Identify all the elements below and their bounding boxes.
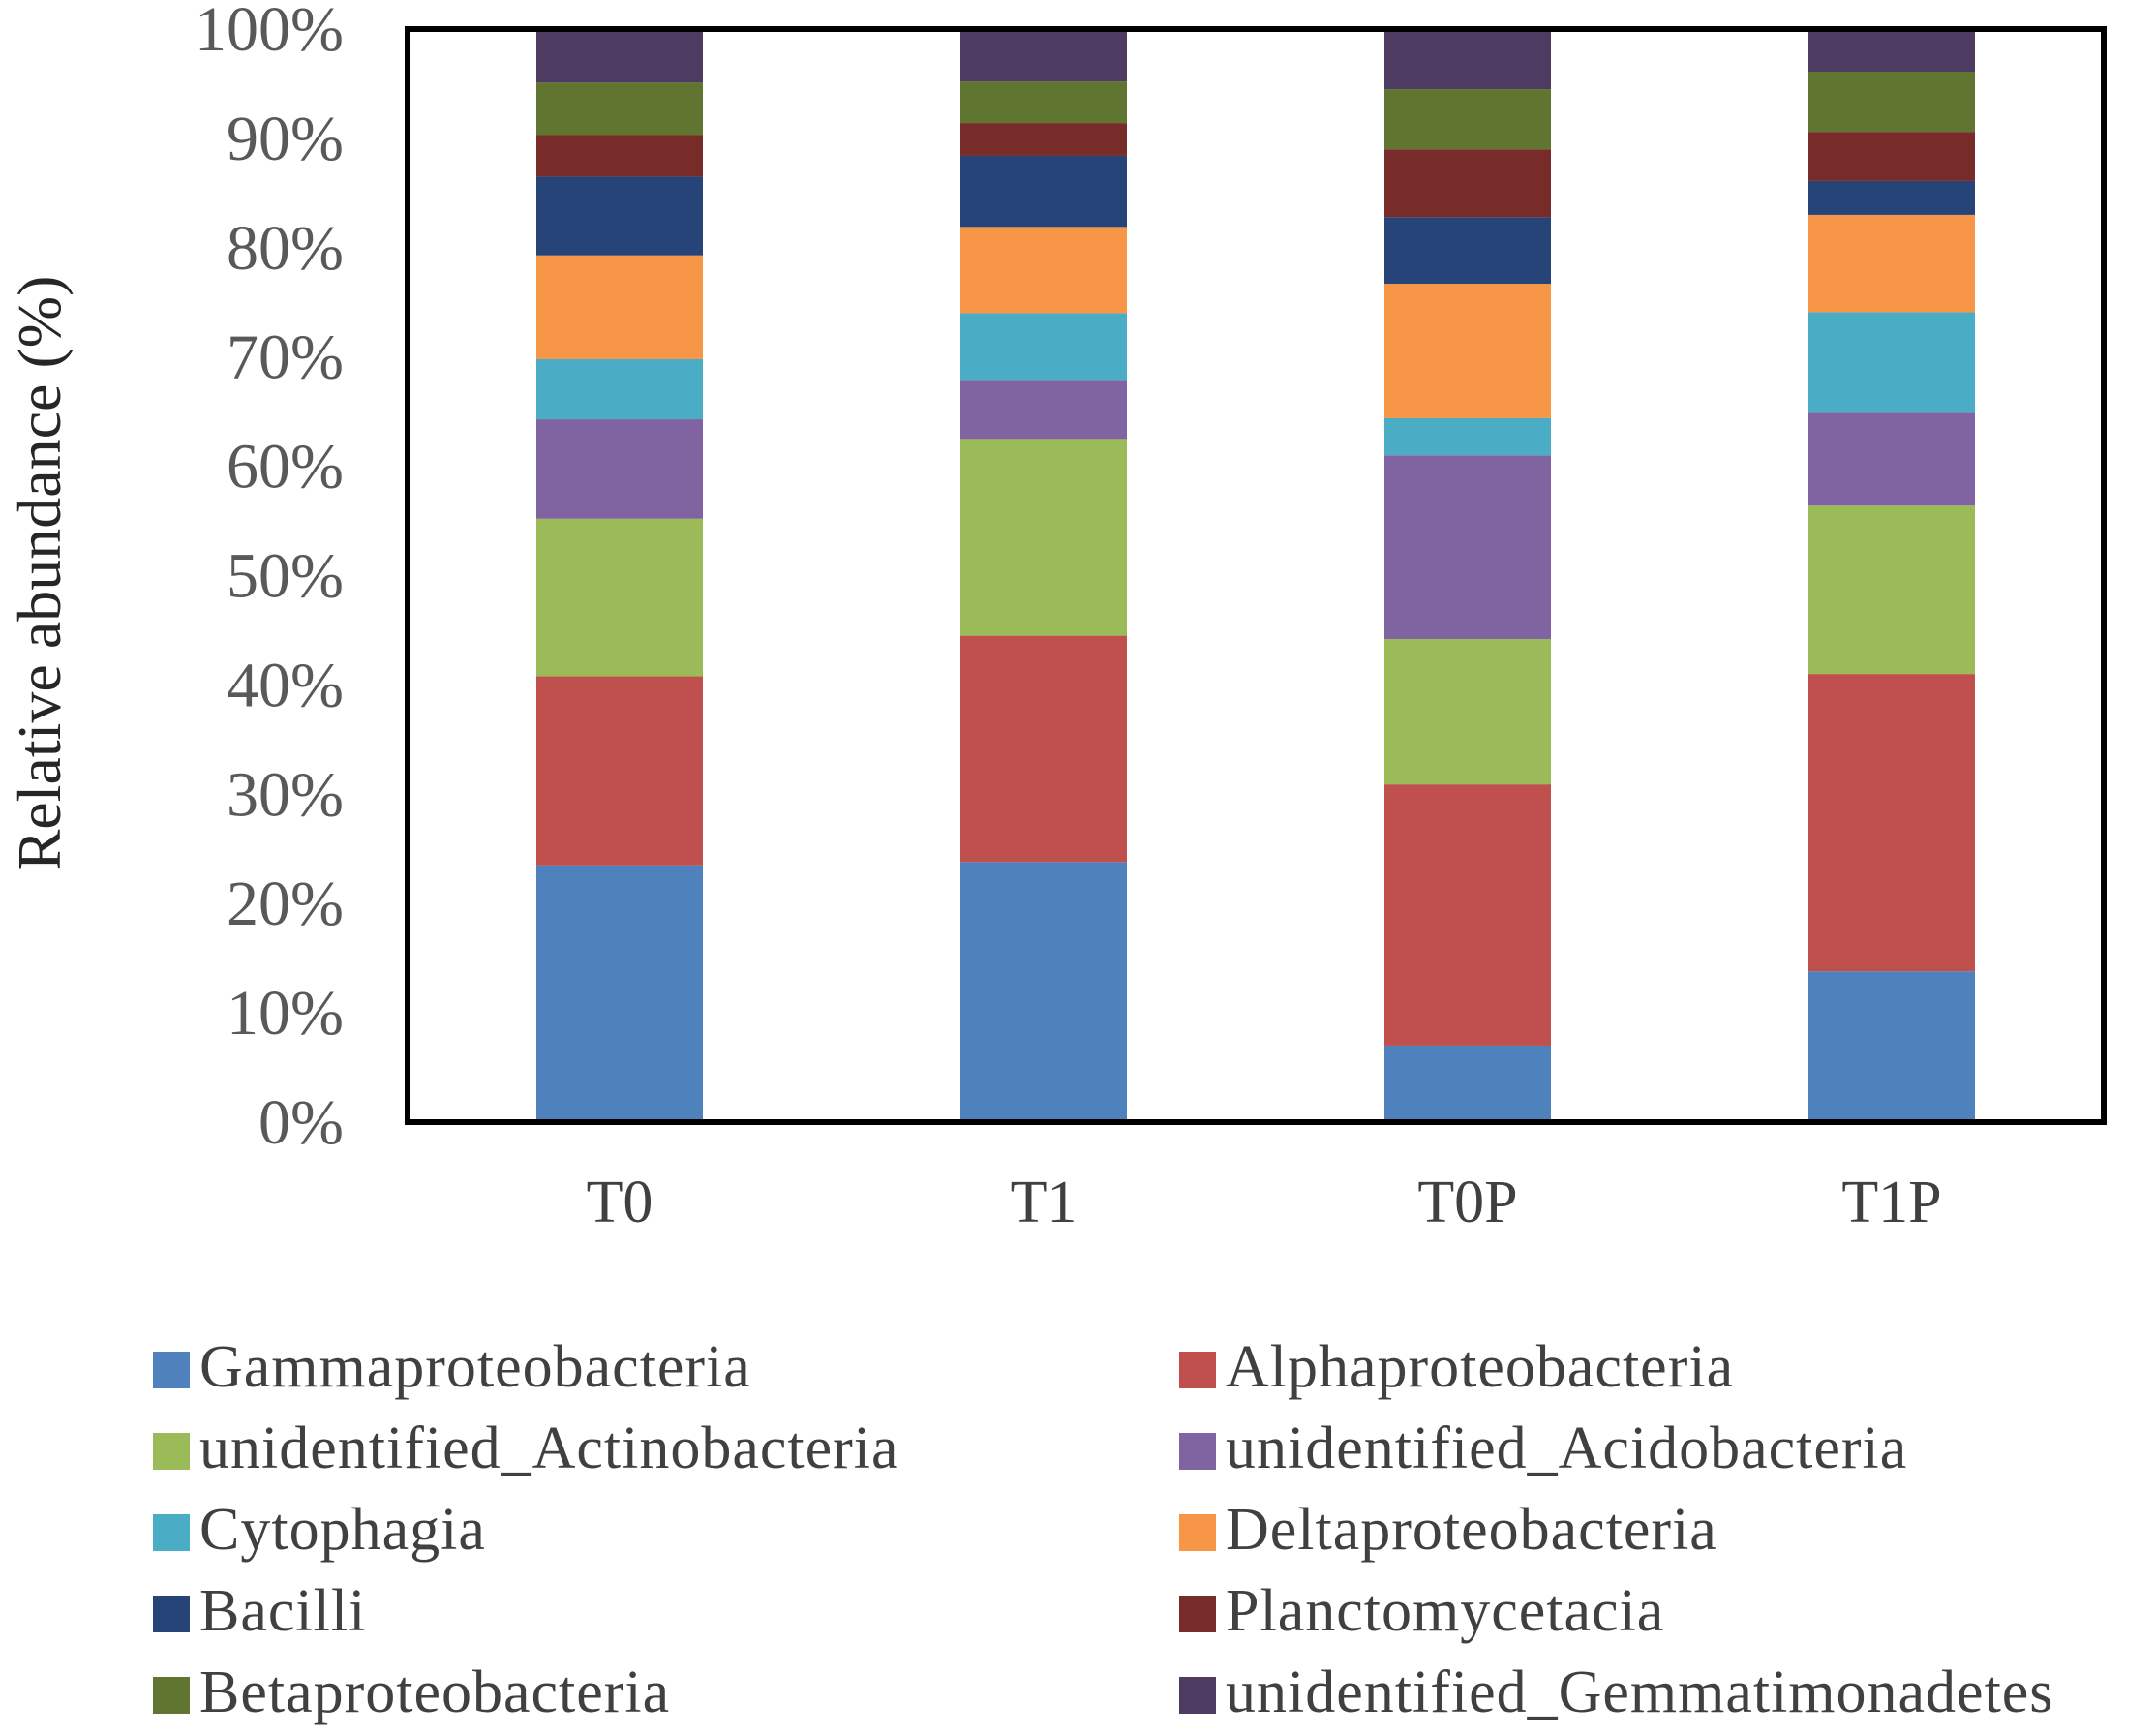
y-tick-label: 60% bbox=[227, 432, 344, 503]
y-tick-label: 40% bbox=[227, 650, 344, 720]
bar-segment-t0-planctomycetacia bbox=[536, 135, 703, 177]
bar-segment-t0-unidentified-actinobacteria bbox=[536, 518, 703, 677]
bar-segment-t0-betaproteobacteria bbox=[536, 82, 703, 136]
bar-segment-t1-planctomycetacia bbox=[960, 123, 1127, 156]
legend-item: Deltaproteobacteria bbox=[1179, 1497, 1717, 1563]
legend-item: unidentified_Gemmatimonadetes bbox=[1179, 1660, 2053, 1725]
y-tick-label: 70% bbox=[227, 322, 344, 393]
legend-item: Cytophagia bbox=[153, 1497, 486, 1563]
bar-segment-t1-bacilli bbox=[960, 155, 1127, 228]
bar-segment-t1p-alphaproteobacteria bbox=[1808, 674, 1975, 972]
bar-segment-t1-unidentified-actinobacteria bbox=[960, 439, 1127, 636]
legend-item: unidentified_Acidobacteria bbox=[1179, 1416, 1907, 1481]
x-axis-categories: T0 T1 T0P T1P bbox=[587, 1170, 1942, 1235]
legend-item: Planctomycetacia bbox=[1179, 1578, 1664, 1644]
bar-segment-t1-betaproteobacteria bbox=[960, 81, 1127, 124]
x-category-label-t1: T1 bbox=[1011, 1170, 1078, 1235]
legend-label: unidentified_Acidobacteria bbox=[1226, 1416, 1907, 1481]
bar-segment-t0p-unidentified-acidobacteria bbox=[1384, 455, 1551, 639]
y-tick-label: 30% bbox=[227, 759, 344, 830]
bar-segment-t1p-planctomycetacia bbox=[1808, 132, 1975, 181]
legend-swatch bbox=[153, 1514, 190, 1551]
legend-swatch bbox=[1179, 1433, 1216, 1470]
legend-item: Alphaproteobacteria bbox=[1179, 1334, 1734, 1400]
legend-label: Cytophagia bbox=[199, 1497, 486, 1563]
legend-swatch bbox=[153, 1677, 190, 1714]
bar-segment-t0-bacilli bbox=[536, 176, 703, 256]
bar-segment-t1p-gammaproteobacteria bbox=[1808, 971, 1975, 1122]
bar-segment-t0-gammaproteobacteria bbox=[536, 865, 703, 1122]
y-tick-label: 10% bbox=[227, 978, 344, 1049]
bar-segment-t0-cytophagia bbox=[536, 358, 703, 420]
bar-segment-t1p-bacilli bbox=[1808, 180, 1975, 215]
legend-label: Gammaproteobacteria bbox=[199, 1334, 751, 1400]
bar-segment-t0p-bacilli bbox=[1384, 217, 1551, 285]
bar-segment-t0p-planctomycetacia bbox=[1384, 149, 1551, 218]
bar-segment-t0-unidentified-acidobacteria bbox=[536, 419, 703, 519]
x-category-label-t0: T0 bbox=[587, 1170, 653, 1235]
legend-swatch bbox=[153, 1433, 190, 1470]
legend-label: unidentified_Gemmatimonadetes bbox=[1226, 1660, 2053, 1725]
bar-segment-t0p-unidentified-gemmatimonadetes bbox=[1384, 29, 1551, 90]
legend-swatch bbox=[1179, 1677, 1216, 1714]
legend-swatch bbox=[153, 1596, 190, 1632]
legend-swatch bbox=[153, 1352, 190, 1388]
plot-area-frame bbox=[405, 26, 2107, 1125]
bar-segment-t0-unidentified-gemmatimonadetes bbox=[536, 29, 703, 83]
y-tick-label: 50% bbox=[227, 541, 344, 612]
y-tick-label: 100% bbox=[195, 0, 344, 65]
bar-segment-t0p-gammaproteobacteria bbox=[1384, 1045, 1551, 1122]
bar-segment-t1-alphaproteobacteria bbox=[960, 635, 1127, 863]
legend-item: Betaproteobacteria bbox=[153, 1660, 670, 1725]
y-tick-label: 20% bbox=[227, 868, 344, 939]
legend-label: unidentified_Actinobacteria bbox=[199, 1416, 899, 1481]
legend-swatch bbox=[1179, 1514, 1216, 1551]
legend-swatch bbox=[1179, 1596, 1216, 1632]
bar-segment-t0p-cytophagia bbox=[1384, 417, 1551, 456]
legend-label: Bacilli bbox=[199, 1578, 366, 1644]
bar-segment-t0-deltaproteobacteria bbox=[536, 255, 703, 359]
bar-segment-t1-deltaproteobacteria bbox=[960, 227, 1127, 314]
bar-segment-t1-unidentified-gemmatimonadetes bbox=[960, 29, 1127, 82]
legend-label: Planctomycetacia bbox=[1226, 1578, 1664, 1644]
bar-segment-t1p-cytophagia bbox=[1808, 312, 1975, 413]
bars-layer bbox=[536, 29, 1975, 1122]
legend-label: Alphaproteobacteria bbox=[1226, 1334, 1734, 1400]
bar-segment-t0p-betaproteobacteria bbox=[1384, 89, 1551, 150]
bar-segment-t1p-betaproteobacteria bbox=[1808, 72, 1975, 133]
bar-segment-t1-cytophagia bbox=[960, 313, 1127, 381]
legend: Gammaproteobacteria Alphaproteobacteria un… bbox=[153, 1334, 2053, 1725]
bar-segment-t1p-unidentified-gemmatimonadetes bbox=[1808, 29, 1975, 73]
bar-segment-t1-unidentified-acidobacteria bbox=[960, 380, 1127, 440]
bar-segment-t0-alphaproteobacteria bbox=[536, 676, 703, 866]
x-category-label-t0p: T0P bbox=[1417, 1170, 1517, 1235]
bar-segment-t0p-deltaproteobacteria bbox=[1384, 284, 1551, 418]
y-tick-label: 80% bbox=[227, 213, 344, 284]
y-tick-label: 90% bbox=[227, 104, 344, 174]
legend-item: Gammaproteobacteria bbox=[153, 1334, 751, 1400]
legend-item: Bacilli bbox=[153, 1578, 366, 1644]
legend-item: unidentified_Actinobacteria bbox=[153, 1416, 899, 1481]
legend-label: Deltaproteobacteria bbox=[1226, 1497, 1717, 1563]
x-category-label-t1p: T1P bbox=[1841, 1170, 1941, 1235]
bar-segment-t1p-unidentified-acidobacteria bbox=[1808, 412, 1975, 506]
bar-segment-t1p-unidentified-actinobacteria bbox=[1808, 505, 1975, 675]
legend-swatch bbox=[1179, 1352, 1216, 1388]
bar-segment-t1-gammaproteobacteria bbox=[960, 862, 1127, 1122]
legend-label: Betaproteobacteria bbox=[199, 1660, 670, 1725]
bar-segment-t0p-alphaproteobacteria bbox=[1384, 784, 1551, 1046]
y-axis-ticks: 0% 10% 20% 30% 40% 50% 60% 70% 80% 90% 100% bbox=[195, 0, 344, 1158]
bar-segment-t1p-deltaproteobacteria bbox=[1808, 214, 1975, 313]
y-axis-title: Relative abundance (%) bbox=[5, 276, 74, 871]
bar-segment-t0p-unidentified-actinobacteria bbox=[1384, 638, 1551, 785]
y-tick-label: 0% bbox=[258, 1087, 344, 1158]
